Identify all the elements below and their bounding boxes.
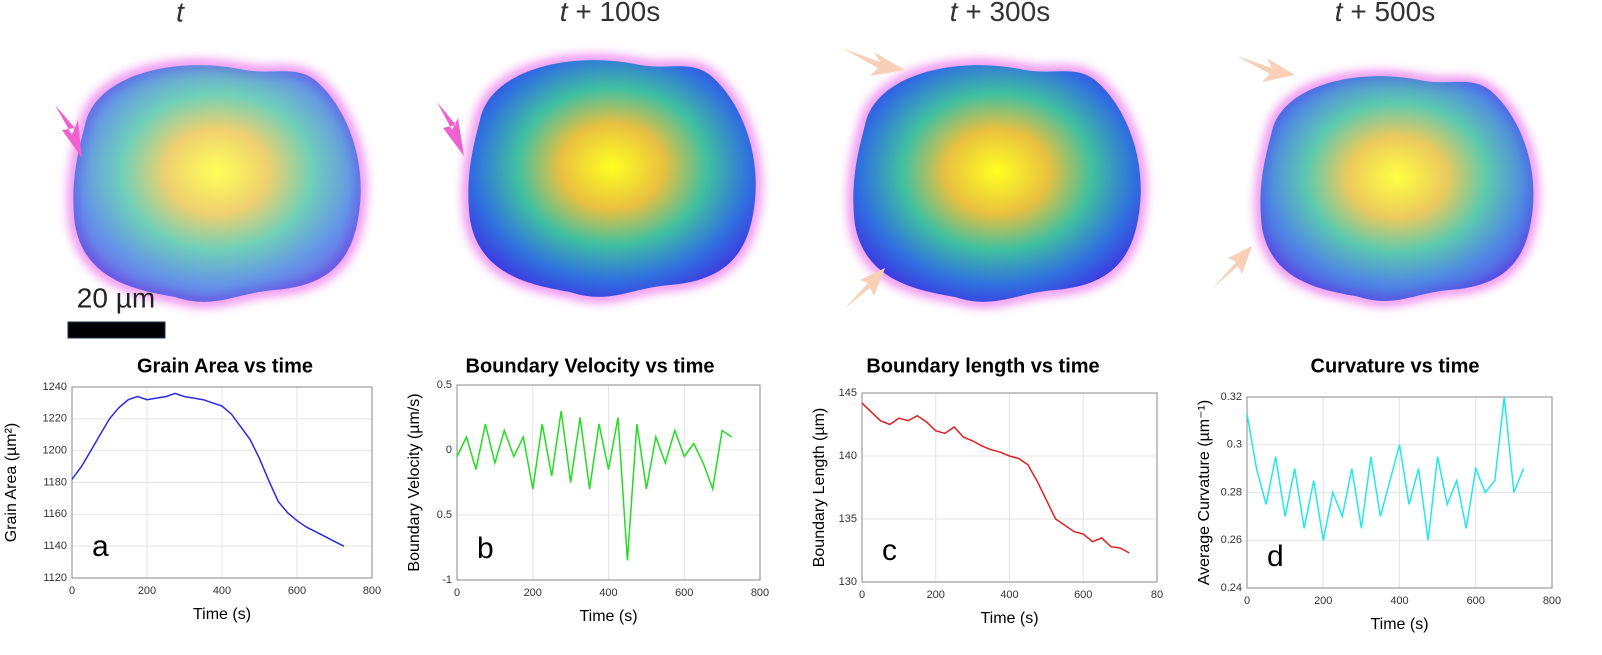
panel-offset: + 100s: [575, 0, 660, 27]
y-tick-label: -1: [442, 574, 452, 586]
panel-annotation: b: [477, 532, 494, 565]
y-tick-label: 130: [839, 576, 857, 588]
panel-offset: + 500s: [1350, 0, 1435, 27]
y-axis-label: Average Curvature (µm⁻¹): [1196, 400, 1213, 585]
x-tick-label: 200: [138, 585, 156, 597]
x-tick-label: 0: [69, 585, 75, 597]
plot-frame: [456, 384, 761, 581]
panel-time: t: [1335, 0, 1344, 27]
x-tick-label: 400: [1000, 589, 1018, 601]
y-tick-label: 0.28: [1221, 486, 1242, 498]
x-tick-label: 200: [524, 587, 542, 599]
x-tick-label: 600: [1467, 595, 1485, 607]
x-tick-label: 200: [927, 589, 945, 601]
y-tick-label: 1240: [43, 381, 67, 393]
scale-bar-label: 20 µm: [77, 282, 155, 313]
y-axis-label: Boundary Velocity (µm/s): [406, 393, 423, 571]
x-axis-label: Time (s): [980, 610, 1038, 627]
y-tick-label: 1200: [43, 445, 67, 457]
x-tick-label: 0: [1244, 595, 1250, 607]
x-tick-label: 600: [288, 585, 306, 597]
chart-title: Boundary length vs time: [866, 355, 1099, 377]
panel-annotation: c: [882, 534, 897, 567]
panel-time: t: [950, 0, 959, 27]
x-axis-label: Time (s): [579, 608, 637, 625]
x-tick-label: 800: [363, 585, 381, 597]
x-tick-label: 800: [751, 587, 769, 599]
plot-frame: [861, 392, 1158, 583]
x-axis-label: Time (s): [193, 606, 251, 623]
data-line: [861, 402, 1130, 554]
chart-title: Boundary Velocity vs time: [466, 355, 715, 377]
y-tick-label: 0.3: [1227, 439, 1242, 451]
y-tick-label: 1140: [43, 540, 67, 552]
cell-images: [73, 60, 1533, 302]
plot-frame: [71, 386, 373, 579]
y-tick-label: 145: [839, 387, 857, 399]
panel-annotation: a: [92, 530, 109, 563]
panel-label: t + 100s: [560, 0, 660, 27]
y-tick-label: 0.26: [1221, 534, 1242, 546]
y-axis-label: Grain Area (µm²): [3, 423, 20, 542]
chart-title: Curvature vs time: [1311, 355, 1480, 377]
panel-offset: + 300s: [965, 0, 1050, 27]
panel-label: t + 300s: [950, 0, 1050, 27]
x-tick-label: 600: [675, 587, 693, 599]
y-tick-label: 0.5: [437, 379, 452, 391]
scale-bar: [67, 321, 166, 339]
data-line: [1246, 396, 1525, 541]
panel-time: t: [560, 0, 569, 27]
y-tick-label: 1180: [43, 476, 67, 488]
y-axis-label: Boundary Length (µm): [811, 408, 828, 568]
x-tick-label: 400: [599, 587, 617, 599]
x-tick-label: 600: [1074, 589, 1092, 601]
x-tick-label: 200: [1314, 595, 1332, 607]
y-tick-label: 0: [446, 444, 452, 456]
arrows: [55, 48, 1295, 308]
panel-time: t: [176, 0, 185, 27]
panel-annotation: d: [1267, 540, 1284, 573]
data-line: [456, 410, 733, 561]
y-tick-label: 135: [839, 513, 857, 525]
data-line: [71, 392, 345, 547]
y-tick-label: 0.24: [1221, 582, 1242, 594]
y-tick-label: 0.32: [1221, 391, 1242, 403]
x-tick-label: 80: [1151, 589, 1163, 601]
x-tick-label: 0: [859, 589, 865, 601]
x-tick-label: 800: [1543, 595, 1561, 607]
panel-label: t + 500s: [1335, 0, 1435, 27]
x-tick-label: 400: [213, 585, 231, 597]
y-tick-label: 0.5: [437, 509, 452, 521]
y-tick-label: 1220: [43, 413, 67, 425]
chart-title: Grain Area vs time: [137, 355, 313, 377]
x-tick-label: 400: [1390, 595, 1408, 607]
x-axis-label: Time (s): [1370, 616, 1428, 633]
y-tick-label: 1120: [43, 572, 67, 584]
y-tick-label: 1160: [43, 508, 67, 520]
x-tick-label: 0: [454, 587, 460, 599]
y-tick-label: 140: [839, 450, 857, 462]
plot-frame: [1246, 396, 1553, 589]
